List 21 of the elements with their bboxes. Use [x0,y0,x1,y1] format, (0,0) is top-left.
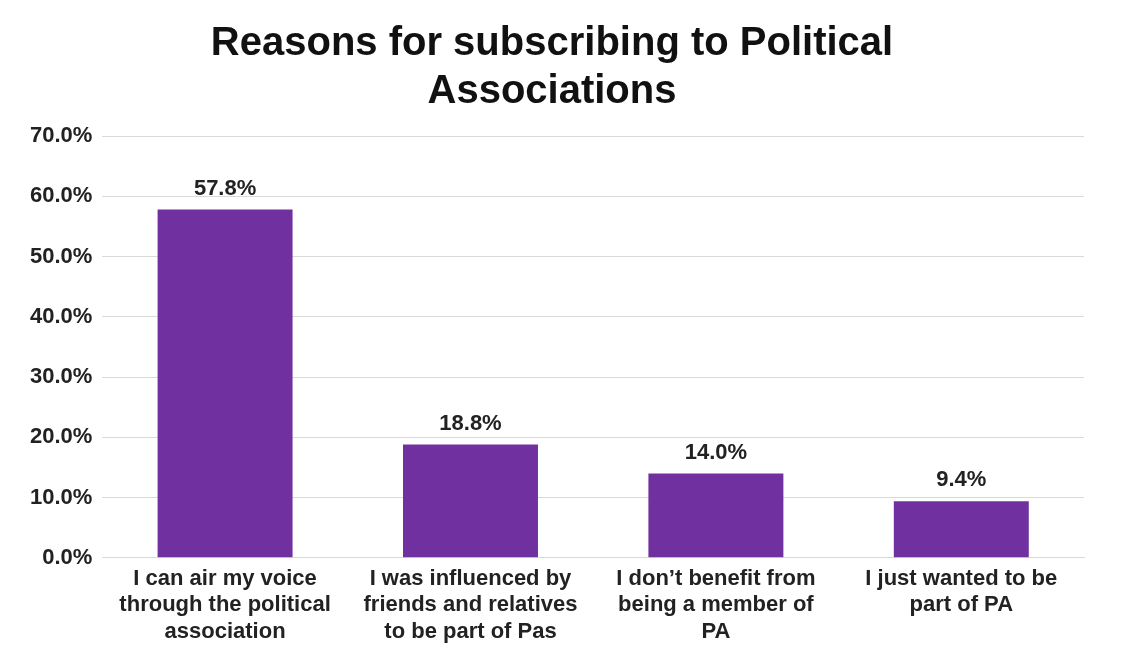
chart-title: Reasons for subscribing to Political Associations [210,19,894,112]
y-tick-label: 30.0% [29,363,93,389]
y-tick-label: 50.0% [29,242,93,268]
y-tick-label: 10.0% [29,483,93,509]
bar [403,444,538,558]
data-label: 57.8% [193,174,257,200]
x-tick-label: I just wanted to be part of PA [865,565,1058,617]
bar [157,209,293,558]
y-tick-label: 40.0% [29,302,93,328]
x-tick-label: I can air my voice through the political association [119,565,331,643]
bar [893,501,1029,558]
x-tick-label: I was influenced by friends and relatives to be part of Pas [363,565,578,643]
y-tick-label: 0.0% [42,543,93,569]
data-label: 14.0% [684,438,748,464]
data-label: 9.4% [936,466,987,492]
x-tick-label: I don’t benefit from being a member of PA [616,565,816,643]
y-tick-label: 20.0% [29,423,93,449]
y-tick-label: 60.0% [29,182,93,208]
y-tick-label: 70.0% [29,122,93,148]
data-label: 18.8% [439,409,502,435]
bar [648,473,784,558]
